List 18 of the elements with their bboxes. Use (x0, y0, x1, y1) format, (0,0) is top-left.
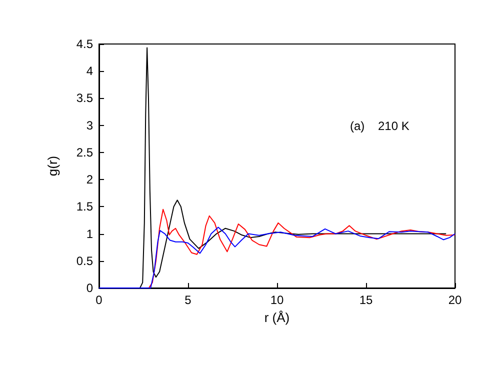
annotation: (a) 210 K (350, 119, 410, 133)
y-tick-label: 2.5 (76, 145, 94, 160)
y-tick-label: 1.5 (76, 200, 94, 214)
y-tick-label: 4.5 (76, 37, 94, 51)
y-tick-label: 1 (86, 226, 94, 241)
y-tick-label: 0.5 (76, 254, 94, 268)
x-tick-label: 10 (270, 293, 284, 307)
x-axis-title: r (Å) (264, 310, 290, 325)
x-tick-label: 0 (96, 293, 103, 307)
y-tick-label: 3 (86, 118, 94, 132)
y-tick-label: 4 (86, 64, 94, 78)
y-tick-label: 2 (86, 172, 94, 187)
x-tick-label: 15 (359, 293, 373, 307)
y-tick-label: 0 (86, 281, 94, 295)
x-tick-label: 20 (448, 293, 462, 307)
y-axis-title: g(r) (45, 156, 60, 176)
x-tick-label: 5 (184, 293, 192, 307)
y-tick-label: 3.5 (76, 91, 94, 106)
